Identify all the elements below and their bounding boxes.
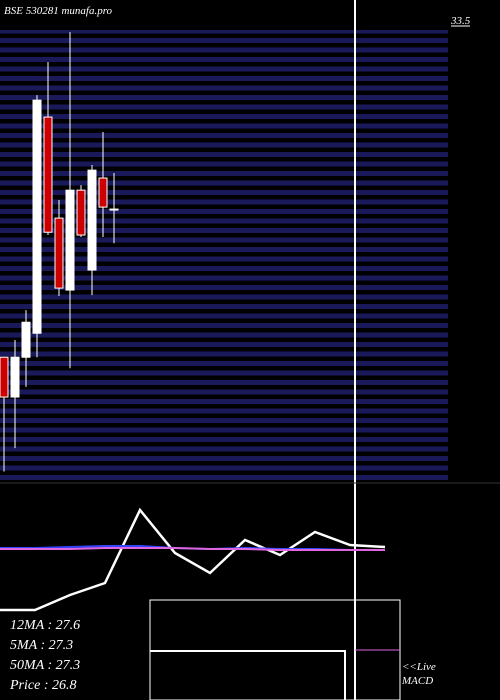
candle-body [43, 116, 53, 233]
candle-body [76, 189, 86, 236]
candle-body [32, 99, 42, 334]
price-band [0, 30, 448, 480]
candle-body [98, 177, 108, 208]
ma-text: 5MA : 27.3 [10, 638, 73, 653]
candle-body [87, 169, 97, 271]
chart-title: BSE 530281 munafa.pro [4, 5, 113, 17]
live-text: <<Live [402, 661, 436, 673]
price-text: Price : 26.8 [9, 678, 76, 693]
ma-text: 12MA : 27.6 [10, 618, 80, 633]
candle-body [0, 356, 9, 398]
candle-body [109, 208, 119, 211]
macd-line [150, 650, 346, 700]
indicator-line [0, 547, 385, 551]
candle-body [65, 189, 75, 291]
candle-body [10, 356, 20, 398]
ma-text: 50MA : 27.3 [10, 658, 80, 673]
macd-label: MACD [401, 675, 433, 687]
candle-body [21, 321, 31, 358]
indicator-line [0, 507, 386, 612]
candle-body [54, 217, 64, 289]
y-tick-label: 33.5 [450, 15, 471, 27]
